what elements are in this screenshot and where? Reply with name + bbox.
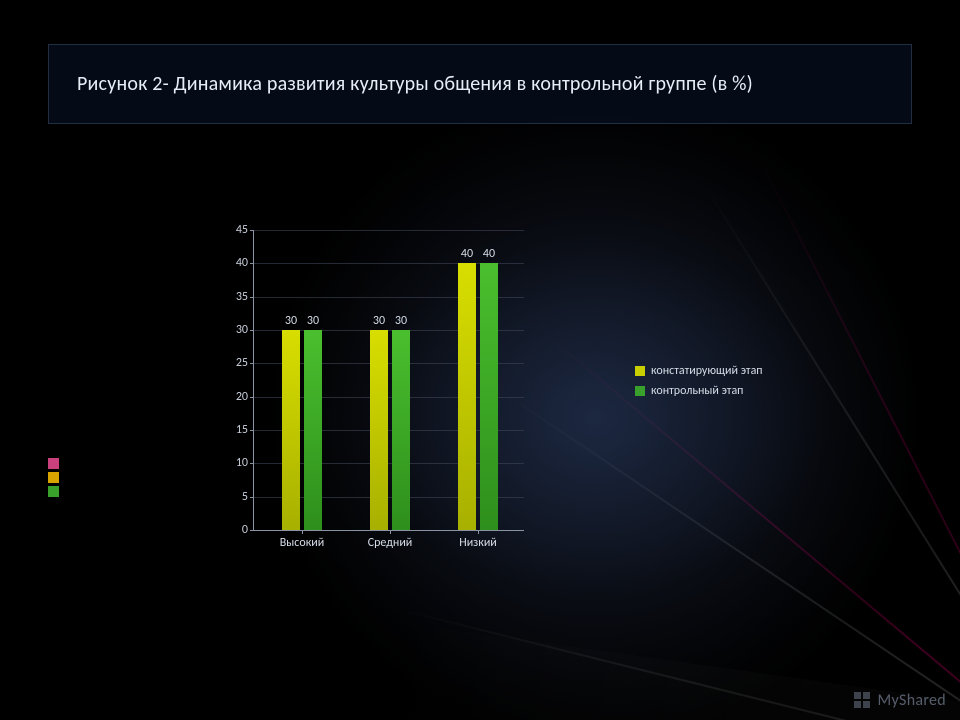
light-streak-magenta bbox=[756, 154, 960, 720]
bar: 40 bbox=[480, 263, 498, 530]
bar: 30 bbox=[370, 330, 388, 530]
slide-title: Рисунок 2- Динамика развития культуры об… bbox=[77, 72, 753, 96]
legend-swatch bbox=[635, 366, 645, 376]
legend-item: контрольный этап bbox=[635, 384, 763, 398]
chart-plot: 0510152025303540453030Высокий3030Средний… bbox=[253, 230, 524, 531]
gridline bbox=[254, 230, 524, 231]
x-tick bbox=[302, 530, 303, 534]
chart: 0510152025303540453030Высокий3030Средний… bbox=[215, 230, 775, 590]
legend-label: контрольный этап bbox=[651, 384, 743, 398]
watermark-text: MyShared bbox=[878, 691, 946, 710]
x-tick bbox=[390, 530, 391, 534]
legend-item: констатирующий этап bbox=[635, 364, 763, 378]
bar: 30 bbox=[304, 330, 322, 530]
x-tick bbox=[478, 530, 479, 534]
y-tick bbox=[250, 530, 254, 531]
bar-value-label: 30 bbox=[307, 314, 319, 330]
bar-value-label: 40 bbox=[461, 247, 473, 263]
legend-swatch bbox=[635, 386, 645, 396]
title-box: Рисунок 2- Динамика развития культуры об… bbox=[48, 44, 912, 124]
accent-square bbox=[48, 458, 59, 469]
legend-label: констатирующий этап bbox=[651, 364, 763, 378]
bar: 30 bbox=[392, 330, 410, 530]
slide: Рисунок 2- Динамика развития культуры об… bbox=[0, 0, 960, 720]
bar: 30 bbox=[282, 330, 300, 530]
bar-value-label: 30 bbox=[285, 314, 297, 330]
accent-square bbox=[48, 486, 59, 497]
watermark: MyShared bbox=[854, 691, 946, 710]
watermark-icon bbox=[854, 692, 872, 710]
bar-value-label: 30 bbox=[395, 314, 407, 330]
bar-value-label: 40 bbox=[483, 247, 495, 263]
bar: 40 bbox=[458, 263, 476, 530]
bar-value-label: 30 bbox=[373, 314, 385, 330]
accent-square bbox=[48, 472, 59, 483]
chart-legend: констатирующий этап контрольный этап bbox=[635, 358, 763, 404]
